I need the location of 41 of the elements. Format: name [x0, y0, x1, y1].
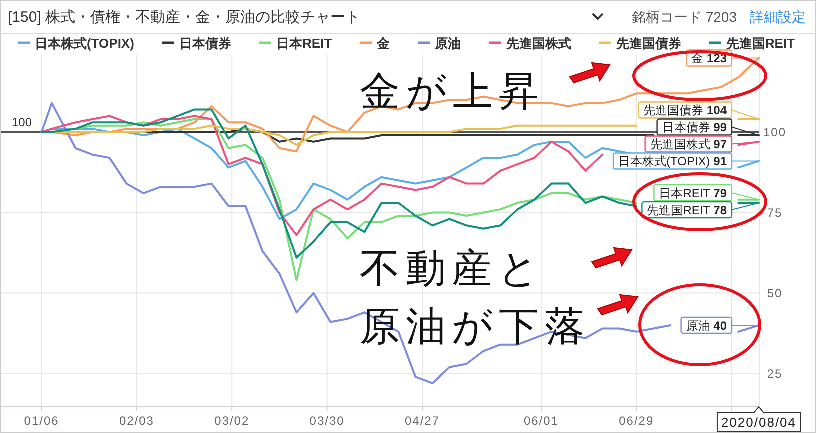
data-label: 91: [714, 154, 728, 169]
legend-label: 先進国株式: [505, 36, 572, 51]
x-tick-label: 06/01: [524, 414, 559, 428]
text: 先進国債券: [644, 104, 704, 118]
data-label: 79: [714, 186, 728, 200]
legend-label: 原油: [434, 36, 462, 51]
data-label: 123: [706, 52, 728, 66]
text: 銘柄コード 7203: [632, 9, 738, 25]
text: 詳細設定: [750, 9, 806, 25]
text: 日本債券: [662, 120, 710, 135]
data-label: 97: [714, 138, 728, 152]
text: 先進国REIT: [647, 203, 710, 218]
annotation: 不動産と: [360, 247, 545, 291]
legend-label: 先進国債券: [615, 36, 682, 51]
legend-label: 日本債券: [179, 36, 232, 51]
x-tick-label: 01/06: [24, 414, 60, 428]
y-tick-label: 75: [767, 206, 783, 220]
text: 先進国株式: [650, 138, 710, 152]
y-tick-label: 100: [763, 125, 787, 140]
x-tick-label: 04/27: [404, 414, 440, 428]
ref-line-label: 100: [12, 115, 32, 130]
picture-date-tooltip: 2020/08/04: [716, 406, 802, 432]
chart-title: [150] 株式・債権・不動産・金・原油の比較チャート: [8, 9, 361, 26]
x-tick-label: 02/03: [119, 414, 154, 428]
text: 金: [692, 52, 704, 66]
legend-label: 日本株式(TOPIX): [35, 36, 134, 51]
data-label: 99: [714, 120, 728, 135]
data-label: 78: [714, 203, 728, 218]
legend-label: 日本REIT: [276, 36, 332, 51]
data-label: 40: [714, 318, 728, 333]
text: 日本株式(TOPIX): [618, 154, 710, 169]
data-label: 104: [706, 104, 728, 118]
text: 日本REIT: [659, 186, 710, 200]
x-tick-label: 03/02: [214, 414, 250, 428]
x-tick-label: 03/30: [310, 414, 345, 428]
y-tick-label: 25: [767, 366, 783, 381]
y-tick-label: 50: [767, 286, 783, 300]
legend-label: 金: [376, 36, 392, 51]
x-tick-label: 06/29: [619, 414, 654, 428]
text: 原油: [686, 318, 710, 333]
legend-label: 先進国REIT: [725, 36, 796, 51]
